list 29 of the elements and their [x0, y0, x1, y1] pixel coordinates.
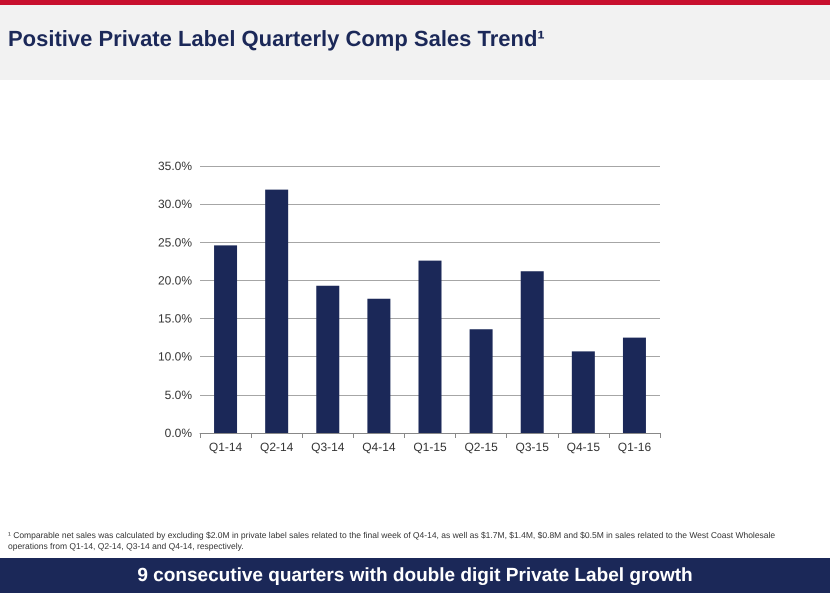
y-tick-label: 10.0%	[158, 350, 192, 364]
chart-title: Positive Private Label Quarterly Comp Sales Trend¹	[8, 26, 545, 52]
x-tick-label: Q2-15	[464, 440, 498, 454]
y-tick-label: 25.0%	[158, 235, 192, 250]
y-tick-label: 35.0%	[158, 159, 192, 173]
y-tick-label: 5.0%	[164, 388, 192, 402]
y-tick-label: 20.0%	[158, 273, 192, 288]
y-tick-label: 0.0%	[164, 426, 192, 440]
x-tick-label: Q4-14	[362, 440, 396, 454]
bar	[367, 298, 390, 433]
x-tick-label: Q1-16	[618, 440, 652, 454]
y-tick-label: 30.0%	[158, 197, 192, 212]
bar	[622, 338, 646, 433]
y-tick-label: 15.0%	[158, 312, 192, 326]
x-tick-label: Q4-15	[566, 440, 600, 454]
bar	[265, 190, 288, 433]
bar	[520, 271, 544, 433]
x-tick-label: Q2-14	[260, 440, 294, 454]
bar	[316, 286, 340, 433]
text: ¹ Comparable net sales was calculated by excluding $2.0M in private label sales related to the final week of Q4-14, as well as $1.7M, $1.4M, $0.8M and $0.5M in sales related to the West Coast Wholesale operations from Q1-14, Q2-14, Q3-14 and Q4-14, respectively.	[8, 530, 776, 552]
bar	[214, 245, 238, 433]
bar	[418, 260, 442, 433]
x-tick-label: Q1-15	[413, 440, 447, 454]
x-tick-label: Q3-14	[311, 440, 345, 454]
x-tick-label: Q1-14	[208, 440, 243, 454]
text: 9 consecutive quarters with double digit Private Label growth	[0, 558, 830, 593]
x-tick-label: Q3-15	[516, 440, 550, 454]
bar	[470, 329, 493, 433]
bar	[572, 351, 595, 433]
